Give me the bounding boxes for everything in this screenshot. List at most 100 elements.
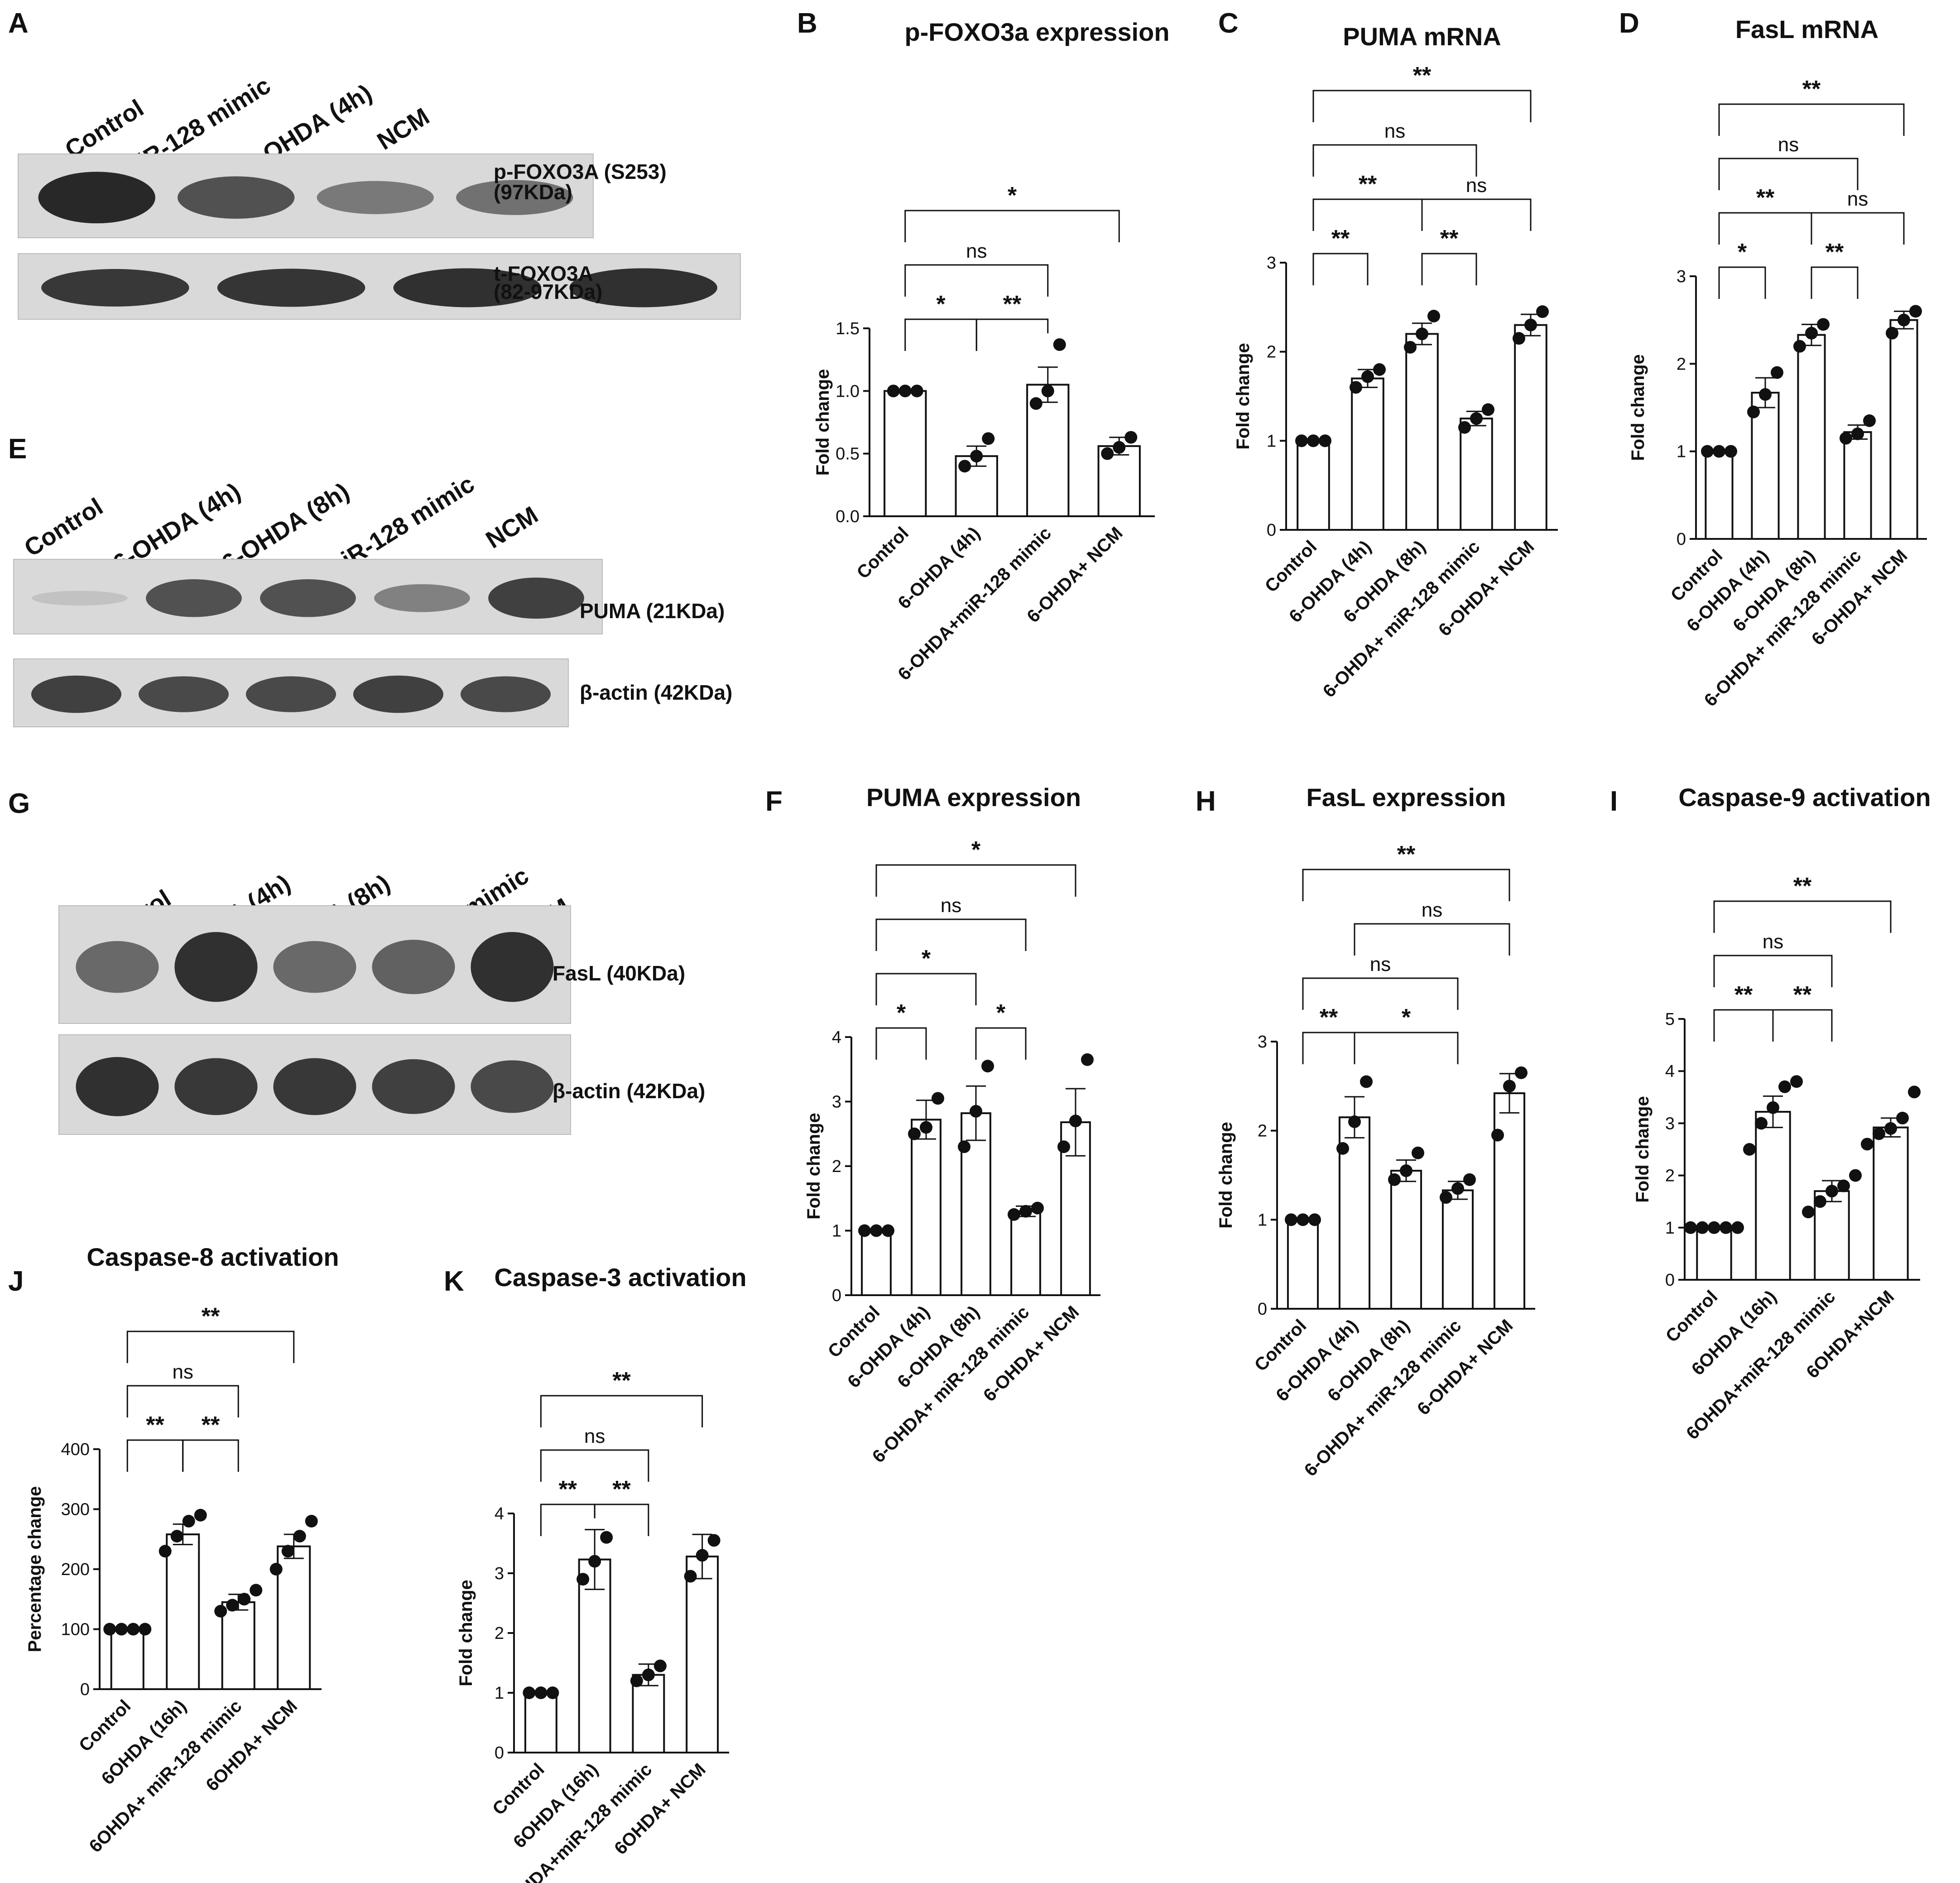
y-axis-label: Percentage change xyxy=(25,1486,45,1652)
significance-label: ** xyxy=(1793,982,1812,1008)
bar xyxy=(1460,418,1493,531)
significance-label: ns xyxy=(1778,134,1799,156)
significance-bracket xyxy=(1713,1009,1774,1042)
panel-label-b: B xyxy=(797,8,817,39)
data-point xyxy=(1008,1208,1020,1221)
significance-bracket xyxy=(1811,266,1859,299)
data-point xyxy=(214,1604,227,1618)
data-point xyxy=(293,1530,306,1543)
data-point xyxy=(1463,1173,1476,1186)
data-point xyxy=(1909,305,1922,318)
significance-label: * xyxy=(1738,239,1747,265)
x-tick-label: 6-OHDA+ NCM xyxy=(1435,537,1538,640)
x-tick-label: 6-OHDA+ NCM xyxy=(1413,1316,1517,1419)
data-point xyxy=(170,1530,183,1543)
significance-bracket xyxy=(126,1331,295,1363)
data-point xyxy=(281,1545,294,1558)
y-axis-label: Fold change xyxy=(1628,354,1648,461)
blot-label: (97KDa) xyxy=(494,180,572,204)
blot-lane-label: NCM xyxy=(481,501,543,554)
data-point xyxy=(870,1224,883,1237)
bar xyxy=(221,1601,255,1690)
significance-bracket xyxy=(1713,955,1833,987)
y-tick-label: 2 xyxy=(832,1157,841,1176)
y-axis-label: Fold change xyxy=(1233,343,1253,450)
data-point xyxy=(1840,432,1852,445)
data-point xyxy=(523,1686,536,1699)
data-point xyxy=(642,1668,655,1681)
y-tick-label: 0 xyxy=(1677,530,1686,549)
bar xyxy=(1351,377,1384,531)
chart-i: Caspase-9 activation 0 1 2 3 4 5 Fold change Con… xyxy=(1633,783,1931,1444)
data-point xyxy=(250,1584,263,1597)
significance-bracket xyxy=(1811,212,1905,245)
data-point xyxy=(194,1508,207,1522)
bar xyxy=(1843,431,1872,540)
y-tick-label: 1 xyxy=(1258,1210,1267,1230)
blot-band xyxy=(31,675,122,713)
data-point xyxy=(1884,1122,1897,1135)
blot-band xyxy=(138,676,229,712)
data-point xyxy=(1802,1206,1815,1219)
blot-band xyxy=(273,941,356,993)
significance-bracket xyxy=(1718,212,1812,245)
chart-title: Caspase-9 activation xyxy=(1678,783,1931,812)
data-point xyxy=(1747,405,1760,418)
bar xyxy=(578,1558,611,1753)
data-point xyxy=(1360,1075,1373,1088)
blot-band xyxy=(178,176,295,219)
blot-e: Control 6-OHDA (4h)6-OHDA (8h)miR-128 mim… xyxy=(13,470,732,727)
bar xyxy=(1010,1210,1041,1296)
bar xyxy=(1441,1189,1474,1310)
data-point xyxy=(1755,1117,1768,1130)
blot-band xyxy=(317,181,434,214)
significance-label: ** xyxy=(1003,291,1022,317)
data-point xyxy=(139,1623,152,1636)
bar xyxy=(1705,450,1734,540)
bar xyxy=(1297,440,1330,531)
data-point xyxy=(600,1531,613,1544)
data-point xyxy=(1825,1185,1838,1198)
significance-bracket xyxy=(594,1504,649,1536)
data-point xyxy=(127,1623,140,1636)
significance-label: ns xyxy=(173,1361,193,1383)
data-point xyxy=(238,1593,251,1606)
blot-band xyxy=(41,269,189,307)
significance-label: * xyxy=(936,291,946,317)
significance-label: ** xyxy=(202,1412,220,1438)
y-tick-label: 3 xyxy=(1665,1114,1675,1133)
data-point xyxy=(1124,431,1138,444)
y-tick-label: 2 xyxy=(495,1624,504,1643)
significance-label: * xyxy=(1402,1004,1411,1031)
data-point xyxy=(1513,332,1525,345)
data-point xyxy=(1684,1221,1697,1234)
significance-label: ns xyxy=(966,240,987,262)
bar xyxy=(524,1692,557,1753)
data-point xyxy=(1863,414,1876,427)
significance-bracket xyxy=(904,318,977,351)
y-tick-label: 200 xyxy=(61,1560,90,1579)
significance-bracket xyxy=(1302,869,1510,901)
y-tick-label: 1 xyxy=(495,1684,504,1703)
significance-label: ** xyxy=(1825,239,1844,265)
panel-label-j: J xyxy=(8,1266,24,1297)
data-point xyxy=(898,384,912,398)
data-point xyxy=(1295,434,1308,447)
chart-title: FasL expression xyxy=(1307,783,1506,812)
data-point xyxy=(1708,1221,1720,1234)
y-tick-label: 3 xyxy=(1258,1033,1267,1052)
y-tick-label: 3 xyxy=(1677,267,1686,286)
data-point xyxy=(576,1573,590,1586)
panel-label-h: H xyxy=(1196,786,1216,817)
data-point xyxy=(653,1659,667,1672)
y-tick-label: 4 xyxy=(1665,1062,1675,1081)
y-tick-label: 300 xyxy=(61,1500,90,1519)
bar xyxy=(277,1545,311,1690)
y-tick-label: 1 xyxy=(1665,1219,1675,1238)
blot-label: FasL (40KDa) xyxy=(552,961,685,985)
y-tick-label: 0 xyxy=(495,1744,504,1763)
significance-label: ns xyxy=(1763,931,1783,953)
significance-bracket xyxy=(540,1449,649,1482)
